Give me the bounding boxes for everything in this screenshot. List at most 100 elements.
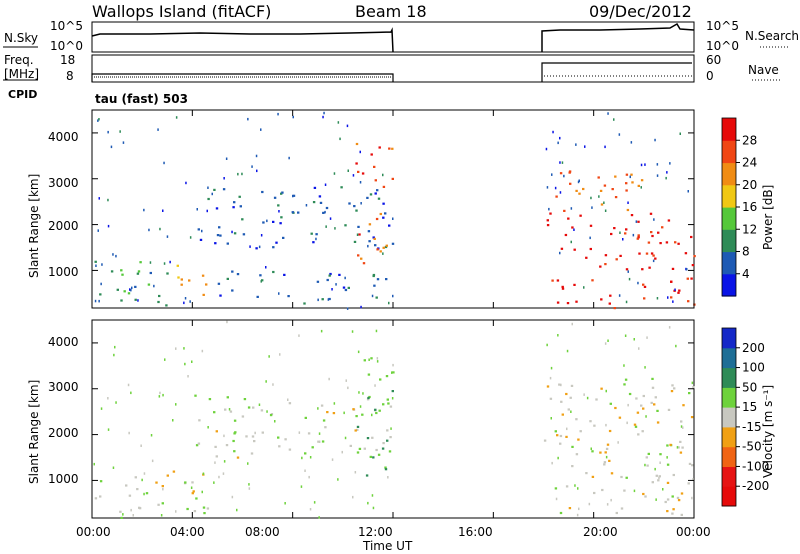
echo-cell bbox=[365, 474, 369, 477]
echo-cell bbox=[679, 440, 682, 443]
noise-cell bbox=[256, 169, 258, 173]
noise-cell bbox=[169, 260, 171, 264]
noise-cell bbox=[184, 362, 186, 366]
echo-cell bbox=[382, 202, 385, 205]
noise-cell bbox=[288, 156, 290, 160]
echo-cell bbox=[158, 294, 161, 298]
echo-cell bbox=[355, 415, 358, 418]
echo-cell bbox=[203, 512, 206, 515]
echo-cell bbox=[340, 186, 343, 189]
noise-cell bbox=[329, 217, 332, 220]
noise-cell bbox=[183, 301, 185, 305]
echo-cell bbox=[600, 203, 604, 206]
echo-cell bbox=[610, 232, 613, 236]
noise-cell bbox=[604, 209, 607, 212]
echo-cell bbox=[387, 402, 390, 405]
echo-cell bbox=[585, 472, 588, 475]
noise-cell bbox=[577, 487, 579, 490]
echo-cell bbox=[642, 394, 645, 398]
xtick-5: 20:00 bbox=[583, 525, 618, 539]
echo-cell bbox=[195, 444, 199, 447]
echo-cell bbox=[312, 241, 315, 244]
echo-cell bbox=[125, 484, 128, 487]
noise-cell bbox=[391, 397, 394, 400]
echo-cell bbox=[291, 211, 294, 214]
echo-cell bbox=[121, 273, 124, 276]
echo-cell bbox=[376, 278, 380, 281]
noise-cell bbox=[545, 147, 548, 151]
echo-cell bbox=[191, 492, 194, 495]
echo-cell bbox=[608, 459, 611, 462]
echo-cell bbox=[262, 221, 265, 224]
echo-cell bbox=[638, 252, 641, 255]
echo-cell bbox=[188, 279, 191, 282]
echo-cell bbox=[554, 430, 557, 433]
noise-cell bbox=[206, 209, 208, 213]
noise-cell bbox=[628, 277, 631, 281]
noise-cell bbox=[387, 476, 389, 479]
echo-cell bbox=[571, 465, 574, 468]
echo-cell bbox=[282, 236, 285, 239]
echo-cell bbox=[358, 447, 362, 450]
echo-cell bbox=[177, 276, 180, 279]
noise-cell bbox=[665, 176, 667, 180]
echo-cell bbox=[633, 423, 637, 426]
echo-cell bbox=[253, 440, 256, 443]
noise-cell bbox=[676, 446, 679, 449]
noise-cell bbox=[162, 393, 164, 397]
echo-cell bbox=[347, 286, 350, 289]
echo-cell bbox=[585, 256, 588, 259]
noise-cell bbox=[577, 180, 580, 184]
echo-cell bbox=[620, 507, 624, 510]
echo-cell bbox=[385, 278, 388, 281]
echo-cell bbox=[358, 233, 361, 236]
echo-cell bbox=[373, 165, 376, 168]
noise-cell bbox=[654, 467, 656, 471]
echo-cell bbox=[324, 426, 327, 429]
noise-cell bbox=[583, 286, 585, 289]
echo-cell bbox=[94, 260, 97, 263]
echo-cell bbox=[157, 300, 160, 304]
noise-cell bbox=[101, 263, 103, 266]
velocity-scale-label: Velocity [m s⁻¹] bbox=[761, 385, 775, 478]
echo-cell bbox=[546, 224, 550, 227]
noise-cell bbox=[309, 456, 312, 459]
colorbar-tick-label: -50 bbox=[742, 440, 762, 454]
echo-cell bbox=[370, 357, 373, 360]
echo-cell bbox=[641, 268, 644, 271]
noise-cell bbox=[184, 297, 187, 300]
echo-cell bbox=[569, 182, 572, 185]
noise-cell bbox=[574, 484, 576, 487]
echo-cell bbox=[555, 195, 558, 198]
noise-cell bbox=[107, 397, 109, 400]
noise-cell bbox=[341, 450, 343, 454]
echo-cell bbox=[556, 434, 559, 437]
noise-cell bbox=[656, 174, 659, 177]
noise-cell bbox=[667, 296, 669, 299]
echo-cell bbox=[303, 302, 306, 305]
echo-cell bbox=[310, 232, 313, 235]
echo-cell bbox=[344, 224, 347, 227]
noise-cell bbox=[566, 349, 569, 353]
nsky-panel: N.Sky 10^5 10^0 10^5 10^0 N.Search bbox=[3, 19, 799, 53]
echo-cell bbox=[603, 461, 607, 464]
echo-cell bbox=[219, 234, 222, 237]
echo-cell bbox=[233, 450, 236, 453]
noise-cell bbox=[98, 118, 100, 121]
colorbar-swatch bbox=[722, 347, 736, 369]
echo-cell bbox=[180, 283, 183, 286]
echo-cell bbox=[687, 482, 690, 485]
echo-cell bbox=[384, 245, 388, 249]
echo-cell bbox=[600, 387, 603, 390]
noise-cell bbox=[669, 162, 671, 165]
echo-cell bbox=[593, 491, 596, 495]
echo-cell bbox=[372, 456, 375, 459]
noise-cell bbox=[570, 410, 572, 413]
echo-cell bbox=[643, 297, 646, 300]
noise-cell bbox=[653, 218, 655, 221]
echo-cell bbox=[680, 420, 683, 423]
noise-cell bbox=[554, 186, 557, 190]
echo-cell bbox=[690, 235, 693, 239]
noise-cell bbox=[292, 194, 294, 198]
echo-cell bbox=[219, 294, 222, 297]
